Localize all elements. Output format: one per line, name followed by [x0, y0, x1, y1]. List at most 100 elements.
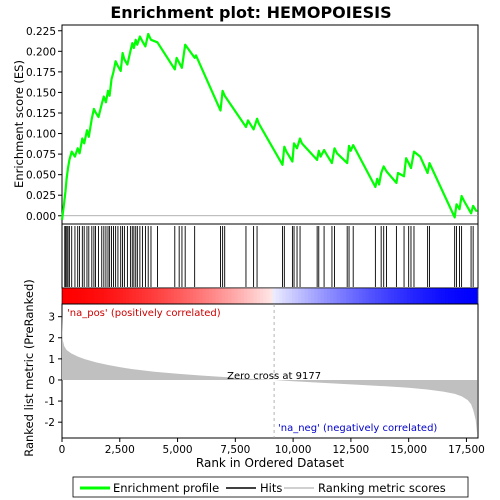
color-bar-segment — [327, 288, 331, 304]
color-bar-segment — [129, 288, 133, 304]
color-bar-segment — [311, 288, 315, 304]
es-y-axis-label: Enrichment score (ES) — [12, 60, 26, 188]
color-bar-segment — [259, 288, 264, 304]
es-y-tick-label: 0.025 — [26, 190, 56, 202]
color-bar-segment — [65, 288, 69, 304]
color-bar-segment — [406, 288, 411, 304]
x-tick-label: 2,500 — [105, 444, 135, 456]
color-bar-segment — [186, 288, 191, 304]
x-tick-label: 7,500 — [220, 444, 250, 456]
x-axis-label: Rank in Ordered Dataset — [196, 456, 344, 470]
color-bar-segment — [416, 288, 421, 304]
color-bar-segment — [285, 288, 290, 304]
pos-label: 'na_pos' (positively correlated) — [67, 308, 221, 319]
color-bar-segment — [81, 288, 85, 304]
color-bar-segment — [432, 288, 437, 304]
color-bar-segment — [132, 288, 137, 304]
color-bar-segment — [173, 288, 178, 304]
rank-metric-y-tick-label: 1 — [48, 354, 55, 366]
color-bar-segment — [403, 288, 408, 304]
legend-frame — [72, 476, 469, 498]
color-bar-segment — [429, 288, 433, 304]
es-y-tick-label: 0.200 — [26, 46, 56, 58]
color-bar-segment — [349, 288, 354, 304]
es-y-tick-label: 0.125 — [26, 108, 56, 120]
es-y-axis-ticks: 0.000 0.025 0.050 0.075 0.100 0.125 0.150 0.175… — [26, 26, 62, 223]
color-bar-segment — [378, 288, 382, 304]
es-y-tick-label: 0.000 — [26, 211, 56, 223]
rank-metric-y-axis-ticks: -2 -1 0 1 2 3 — [45, 312, 62, 429]
color-bar-segment — [368, 288, 373, 304]
color-bar-segment — [202, 288, 207, 304]
color-bar-segment — [138, 288, 143, 304]
color-bar-segment — [295, 288, 299, 304]
color-bar-segment — [320, 288, 325, 304]
color-bar-segment — [106, 288, 111, 304]
rank-metric-y-tick-label: 0 — [48, 375, 55, 387]
color-bar-segment — [346, 288, 350, 304]
rank-metric-y-tick-label: 3 — [48, 312, 55, 324]
color-bar-segment — [247, 288, 251, 304]
color-bar-segment — [394, 288, 398, 304]
color-bar-segment — [390, 288, 395, 304]
x-tick-label: 12,500 — [333, 444, 370, 456]
color-bar-segment — [141, 288, 146, 304]
color-bar-segment — [113, 288, 117, 304]
legend: Enrichment profile Hits Ranking metric s… — [72, 476, 469, 498]
legend-label-hits: Hits — [260, 481, 282, 495]
hits-panel — [61, 223, 479, 289]
color-bar-segment — [457, 288, 462, 304]
color-bar-segment — [413, 288, 418, 304]
color-bar-segment — [269, 288, 274, 304]
rank-color-bar — [61, 287, 479, 305]
es-y-tick-label: 0.175 — [26, 67, 56, 79]
color-bar-segment — [304, 288, 309, 304]
color-bar-segment — [122, 288, 127, 304]
color-bar-segment — [397, 288, 402, 304]
color-bar-segment — [470, 288, 475, 304]
color-bar-segment — [208, 288, 213, 304]
color-bar-segment — [333, 288, 338, 304]
color-bar-segment — [154, 288, 159, 304]
color-bar-segment — [448, 288, 453, 304]
color-bar-segment — [336, 288, 341, 304]
es-y-tick-label: 0.050 — [26, 170, 56, 182]
color-bar-segment — [62, 288, 66, 304]
color-bar-segment — [212, 288, 216, 304]
color-bar-segment — [192, 288, 197, 304]
hit-lines — [64, 226, 474, 287]
color-bar-segment — [199, 288, 204, 304]
color-bar-segment — [189, 288, 194, 304]
color-bar-segment — [301, 288, 306, 304]
color-bar-segment — [119, 288, 124, 304]
color-bar-segment — [275, 288, 280, 304]
color-bar-segment — [288, 288, 293, 304]
es-y-tick-label: 0.075 — [26, 149, 56, 161]
color-bar-segment — [250, 288, 255, 304]
color-bar-segment — [461, 288, 465, 304]
color-bar-segment — [298, 288, 303, 304]
color-bar-segment — [243, 288, 248, 304]
x-tick-label: 0 — [59, 444, 66, 456]
color-bar-segment — [342, 288, 347, 304]
color-bar-segment — [170, 288, 175, 304]
color-bar-segment — [330, 288, 334, 304]
color-bar-segment — [371, 288, 376, 304]
color-bar-segment — [307, 288, 312, 304]
legend-label-ranking: Ranking metric scores — [318, 481, 446, 495]
chart-title: Enrichment plot: HEMOPOIESIS — [110, 3, 391, 22]
color-bar-segment — [272, 288, 277, 304]
color-bar-segment — [362, 288, 366, 304]
color-bar-segment — [422, 288, 427, 304]
color-bar-segment — [231, 288, 236, 304]
es-panel: 0.000 0.025 0.050 0.075 0.100 0.125 0.150 0.175… — [12, 24, 479, 225]
color-bar-segment — [84, 288, 89, 304]
color-bar-segment — [464, 288, 469, 304]
color-bar-segment — [400, 288, 405, 304]
enrichment-profile-line — [60, 32, 478, 221]
color-bar-segment — [374, 288, 379, 304]
color-bar-segment — [97, 288, 101, 304]
color-bar-segment — [180, 288, 184, 304]
es-panel-frame — [61, 24, 479, 225]
